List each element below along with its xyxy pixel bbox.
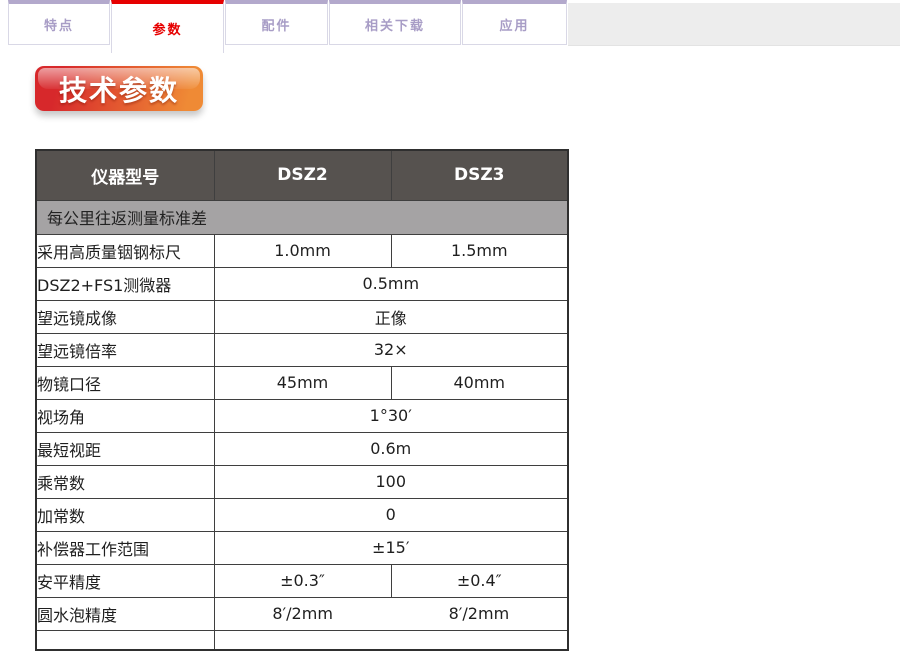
spec-value-merged: ±15′ [213,530,569,565]
tab-downloads[interactable]: 相关下载 [329,0,461,45]
tab-features[interactable]: 特点 [8,0,110,45]
spec-label-cell: 采用高质量铟钢标尺 [35,233,215,268]
spec-value-dsz3: ±0.4″ [390,563,569,598]
spec-row: 乘常数 100 [35,464,569,499]
tab-bar-filler [568,3,900,46]
spec-value-merged: 1°30′ [213,398,569,433]
spec-value-merged: 32× [213,332,569,367]
spec-value-pair-cell: 8′/2mm 8′/2mm [213,596,569,631]
spec-label-cell: DSZ2+FS1测微器 [35,266,215,301]
section-title: 技术参数 [58,73,179,107]
column-header-model: 仪器型号 [35,149,215,201]
spec-label-cell: 补偿器工作范围 [35,530,215,565]
spec-row: 望远镜成像 正像 [35,299,569,334]
spec-row: 物镜口径 45mm 40mm [35,365,569,400]
spec-row: 最短视距 0.6m [35,431,569,466]
spec-label-cell: 安平精度 [35,563,215,598]
spec-row: 补偿器工作范围 ±15′ [35,530,569,565]
spec-value-dsz2: 45mm [213,365,392,400]
column-header-dsz2: DSZ2 [213,149,392,201]
spec-label-cell [35,629,215,651]
spec-value-merged: 0 [213,497,569,532]
spec-value-dsz2: 1.0mm [213,233,392,268]
spec-table: 仪器型号 DSZ2 DSZ3 每公里往返测量标准差 采用高质量铟钢标尺 1.0m… [35,149,569,651]
spec-header-row: 仪器型号 DSZ2 DSZ3 [35,149,569,201]
spec-value-merged: 正像 [213,299,569,334]
spec-label-cell: 圆水泡精度 [35,596,215,631]
spec-value-dsz3: 40mm [390,365,569,400]
tab-parameters[interactable]: 参数 [111,0,224,53]
spec-row: 望远镜倍率 32× [35,332,569,367]
spec-value-merged: 100 [213,464,569,499]
column-header-dsz3: DSZ3 [390,149,569,201]
spec-label-cell: 视场角 [35,398,215,433]
group-header-row: 每公里往返测量标准差 [35,199,569,235]
group-header-label: 每公里往返测量标准差 [35,199,569,235]
spec-label-cell: 最短视距 [35,431,215,466]
spec-row: 圆水泡精度 8′/2mm 8′/2mm [35,596,569,631]
tab-applications[interactable]: 应用 [462,0,567,45]
spec-value-merged: 0.5mm [213,266,569,301]
spec-row-clipped [35,629,569,651]
section-title-badge: 技术参数 [35,66,203,111]
spec-row: 采用高质量铟钢标尺 1.0mm 1.5mm [35,233,569,268]
spec-value-merged: 0.6m [213,431,569,466]
spec-row: 视场角 1°30′ [35,398,569,433]
spec-label-cell: 加常数 [35,497,215,532]
spec-row: 安平精度 ±0.3″ ±0.4″ [35,563,569,598]
spec-value-dsz3: 1.5mm [390,233,569,268]
spec-label-cell: 望远镜成像 [35,299,215,334]
spec-value-merged [213,629,569,651]
spec-value-dsz3: 8′/2mm [448,604,510,623]
spec-row: DSZ2+FS1测微器 0.5mm [35,266,569,301]
spec-label-cell: 乘常数 [35,464,215,499]
spec-value-dsz2: ±0.3″ [213,563,392,598]
tab-accessories[interactable]: 配件 [225,0,328,45]
spec-value-dsz2: 8′/2mm [272,604,333,623]
spec-row: 加常数 0 [35,497,569,532]
spec-label-cell: 望远镜倍率 [35,332,215,367]
spec-label-cell: 物镜口径 [35,365,215,400]
tab-bar: 特点 参数 配件 相关下载 应用 [0,0,900,53]
